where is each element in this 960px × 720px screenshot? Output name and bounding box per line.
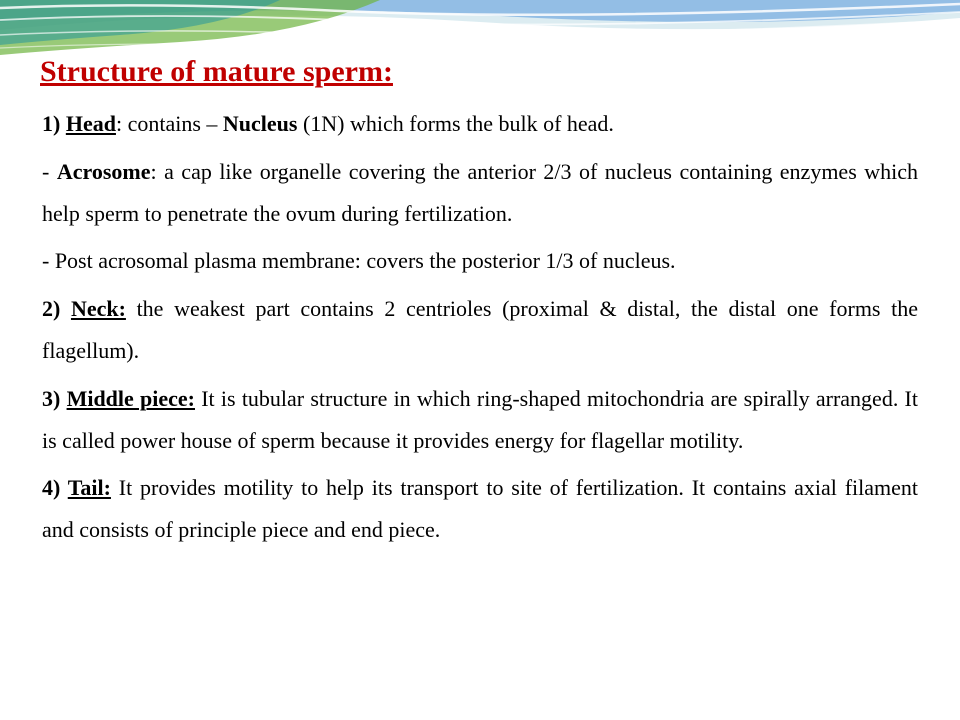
head-mid: : contains – xyxy=(116,111,223,136)
head-prefix: 1) xyxy=(42,111,66,136)
acrosome-section: - Acrosome: a cap like organelle coverin… xyxy=(42,151,918,235)
tail-section: 4) Tail: It provides motility to help it… xyxy=(42,467,918,551)
post-acrosomal-section: - Post acrosomal plasma membrane: covers… xyxy=(42,240,918,282)
nucleus-label: Nucleus xyxy=(223,111,298,136)
acro-prefix: - xyxy=(42,159,57,184)
mid-prefix: 3) xyxy=(42,386,67,411)
tail-rest: It provides motility to help its transpo… xyxy=(42,475,918,542)
acro-rest: : a cap like organelle covering the ante… xyxy=(42,159,918,226)
neck-rest: the weakest part contains 2 centrioles (… xyxy=(42,296,918,363)
neck-prefix: 2) xyxy=(42,296,71,321)
slide-content: Structure of mature sperm: 1) Head: cont… xyxy=(0,0,960,577)
neck-label: Neck: xyxy=(71,296,126,321)
head-label: Head xyxy=(66,111,116,136)
acrosome-label: Acrosome xyxy=(57,159,151,184)
head-section: 1) Head: contains – Nucleus (1N) which f… xyxy=(42,103,918,145)
head-rest: (1N) which forms the bulk of head. xyxy=(297,111,613,136)
tail-prefix: 4) xyxy=(42,475,68,500)
middle-piece-section: 3) Middle piece: It is tubular structure… xyxy=(42,378,918,462)
neck-section: 2) Neck: the weakest part contains 2 cen… xyxy=(42,288,918,372)
tail-label: Tail: xyxy=(68,475,111,500)
middle-piece-label: Middle piece: xyxy=(67,386,195,411)
slide-title: Structure of mature sperm: xyxy=(40,55,918,89)
